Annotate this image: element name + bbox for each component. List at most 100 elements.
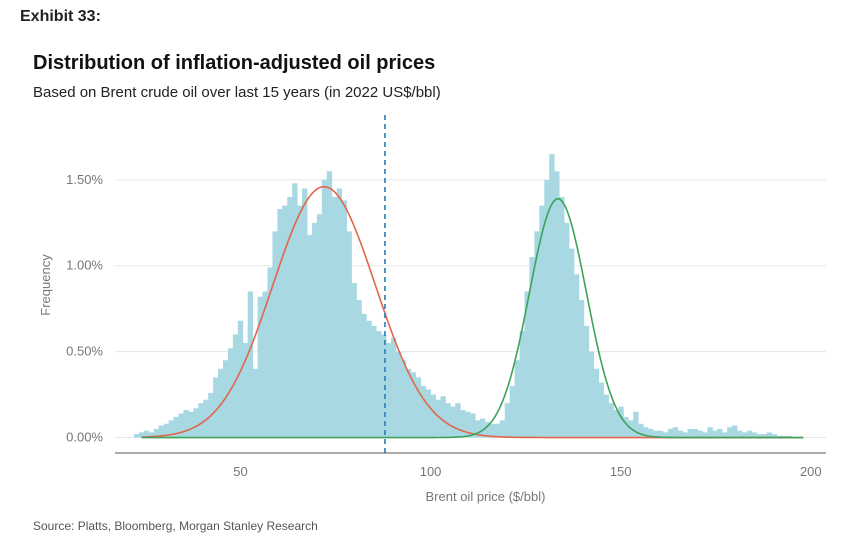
histogram-bar — [568, 248, 575, 438]
histogram-bar — [761, 434, 768, 438]
histogram-bar — [430, 394, 436, 438]
histogram-bar — [648, 428, 654, 438]
histogram-bar — [578, 300, 585, 438]
histogram-bar — [534, 231, 540, 438]
histogram-bar — [633, 411, 639, 438]
histogram-bar — [593, 368, 600, 438]
histogram-bar — [588, 351, 595, 438]
histogram-bars — [134, 154, 792, 438]
chart-title: Distribution of inflation-adjusted oil p… — [33, 52, 436, 74]
y-tick-label: 0.00% — [66, 430, 103, 445]
axes: 0.00% 0.50% 1.00% 1.50% 50 100 150 200 Brent oil… — [38, 172, 826, 504]
fit-curve-high — [141, 197, 804, 439]
histogram-bar — [371, 325, 377, 438]
histogram-bar — [257, 296, 263, 438]
histogram-bar — [484, 422, 491, 438]
histogram-bar — [232, 334, 239, 438]
histogram-bar — [623, 416, 629, 438]
histogram-bar — [134, 434, 140, 438]
histogram-bar — [143, 430, 150, 438]
histogram-bar — [405, 368, 412, 438]
histogram-bar — [499, 420, 506, 438]
histogram-bar — [252, 368, 258, 438]
histogram-bar — [707, 427, 713, 438]
histogram-bar — [519, 331, 525, 438]
histogram-bar — [539, 205, 545, 438]
histogram-bar — [316, 214, 323, 438]
histogram-bar — [391, 337, 397, 438]
histogram-bar — [425, 389, 431, 438]
histogram-bar — [657, 430, 664, 438]
histogram-bar — [400, 360, 407, 438]
histogram-bar — [356, 300, 362, 438]
histogram-chart: 0.00% 0.50% 1.00% 1.50% 50 100 150 200 Brent oil… — [38, 115, 826, 504]
histogram-bar — [435, 399, 441, 438]
histogram-bar — [460, 410, 466, 438]
histogram-bar — [410, 372, 417, 438]
histogram-bar — [722, 432, 728, 438]
histogram-bar — [218, 368, 224, 438]
x-tick-label: 150 — [610, 464, 632, 479]
histogram-bar — [781, 435, 787, 438]
histogram-bar — [153, 428, 160, 438]
histogram-bar — [287, 197, 293, 438]
histogram-bar — [465, 411, 471, 438]
histogram-bar — [509, 386, 516, 438]
histogram-bar — [148, 432, 155, 438]
histogram-bar — [554, 171, 560, 438]
histogram-bar — [643, 427, 649, 438]
histogram-bar — [247, 291, 254, 438]
y-axis-title: Frequency — [38, 254, 53, 316]
histogram-bar — [178, 413, 184, 438]
histogram-bar — [267, 267, 273, 438]
histogram-bar — [732, 425, 738, 438]
histogram-bar — [193, 408, 199, 438]
y-tick-label: 1.50% — [66, 172, 103, 187]
histogram-bar — [213, 377, 219, 438]
histogram-bar — [583, 325, 590, 438]
y-tick-label: 1.00% — [66, 258, 103, 273]
histogram-bar — [717, 428, 723, 438]
histogram-bar — [702, 432, 708, 438]
histogram-bar — [203, 399, 209, 438]
histogram-bar — [618, 406, 624, 438]
histogram-bar — [480, 418, 486, 438]
histogram-bar — [138, 432, 145, 438]
histogram-bar — [489, 423, 496, 438]
histogram-bar — [173, 416, 179, 438]
histogram-bar — [608, 403, 614, 438]
histogram-bar — [183, 410, 189, 438]
histogram-bar — [771, 434, 777, 438]
histogram-bar — [188, 411, 194, 438]
source-note: Source: Platts, Bloomberg, Morgan Stanle… — [33, 519, 318, 533]
histogram-bar — [237, 320, 244, 438]
histogram-bar — [168, 420, 174, 438]
histogram-bar — [727, 427, 733, 438]
histogram-bar — [672, 427, 679, 438]
histogram-bar — [766, 432, 773, 438]
histogram-bar — [302, 188, 308, 438]
histogram-bar — [756, 434, 763, 438]
x-tick-label: 50 — [233, 464, 247, 479]
histogram-bar — [737, 430, 743, 438]
histogram-bar — [687, 428, 693, 438]
histogram-bar — [331, 197, 338, 438]
histogram-bar — [307, 234, 313, 438]
histogram-bar — [544, 179, 550, 438]
x-axis-title: Brent oil price ($/bbl) — [426, 489, 546, 504]
histogram-bar — [292, 183, 298, 438]
histogram-bar — [326, 171, 333, 438]
histogram-bar — [455, 403, 461, 438]
histogram-bar — [376, 331, 382, 438]
histogram-bar — [450, 406, 456, 438]
histogram-bar — [524, 291, 530, 438]
histogram-bar — [470, 413, 476, 438]
histogram-bar — [198, 403, 204, 438]
histogram-bar — [598, 382, 604, 438]
histogram-bar — [321, 179, 328, 438]
histogram-bar — [494, 423, 501, 438]
histogram-bar — [682, 432, 689, 438]
histogram-bar — [564, 222, 570, 438]
histogram-bar — [573, 274, 580, 438]
histogram-bar — [786, 435, 792, 438]
